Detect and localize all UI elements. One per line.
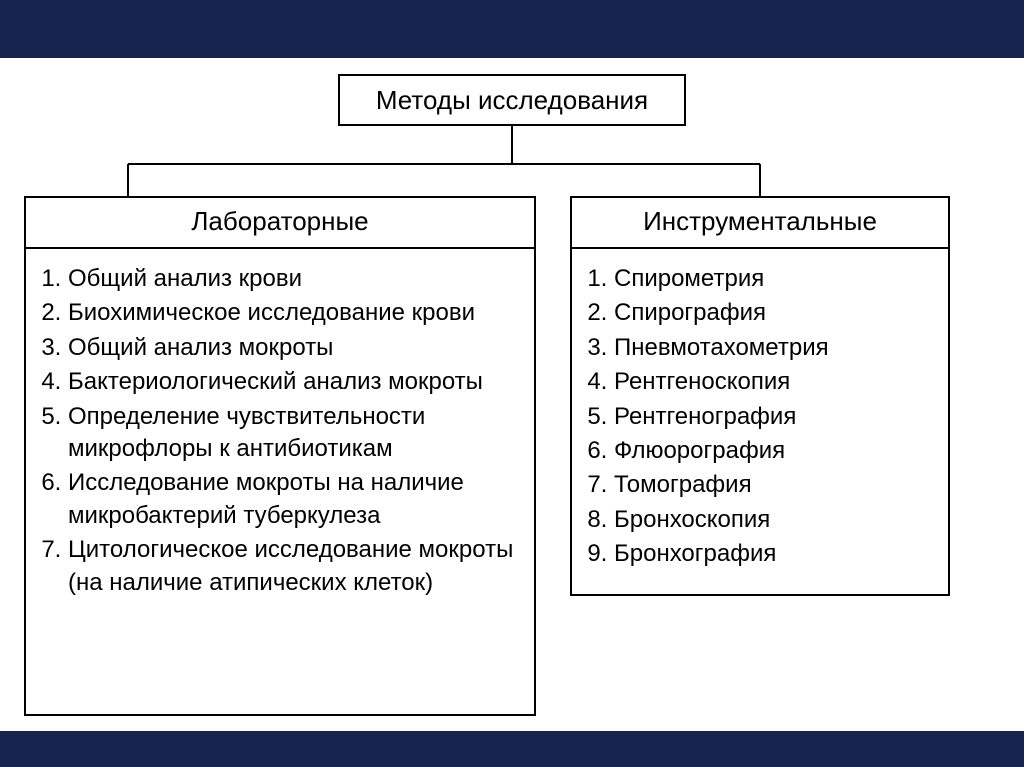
branch-lab-list: Общий анализ кровиБиохимическое исследов… <box>42 263 520 599</box>
list-item: Флюорография <box>614 435 934 467</box>
list-item: Определение чувствительности микрофлоры … <box>68 401 520 466</box>
page: Методы исследования Лабораторные Общий а… <box>0 0 1024 767</box>
branch-lab-title: Лабораторные <box>26 198 534 249</box>
branch-lab: Лабораторные Общий анализ кровиБиохимиче… <box>24 196 536 716</box>
list-item: Томография <box>614 469 934 501</box>
list-item: Бактериологический анализ мокроты <box>68 366 520 398</box>
bottom-bar <box>0 731 1024 767</box>
branch-lab-body: Общий анализ кровиБиохимическое исследов… <box>26 249 534 617</box>
root-node: Методы исследования <box>338 74 686 126</box>
diagram-canvas: Методы исследования Лабораторные Общий а… <box>0 58 1024 731</box>
list-item: Бронхография <box>614 538 934 570</box>
list-item: Рентгеноскопия <box>614 366 934 398</box>
list-item: Спирография <box>614 297 934 329</box>
list-item: Спирометрия <box>614 263 934 295</box>
list-item: Цитологическое исследование мокроты (на … <box>68 534 520 599</box>
list-item: Биохимическое исследование крови <box>68 297 520 329</box>
list-item: Пневмотахометрия <box>614 332 934 364</box>
list-item: Рентгенография <box>614 401 934 433</box>
branch-instr-title: Инструментальные <box>572 198 948 249</box>
branch-instr: Инструментальные СпирометрияСпирографияП… <box>570 196 950 596</box>
branch-instr-list: СпирометрияСпирографияПневмотахометрияРе… <box>588 263 934 571</box>
root-title: Методы исследования <box>376 85 648 116</box>
list-item: Общий анализ крови <box>68 263 520 295</box>
list-item: Бронхоскопия <box>614 504 934 536</box>
branch-instr-body: СпирометрияСпирографияПневмотахометрияРе… <box>572 249 948 589</box>
list-item: Исследование мокроты на наличие микробак… <box>68 467 520 532</box>
list-item: Общий анализ мокроты <box>68 332 520 364</box>
top-bar <box>0 0 1024 58</box>
